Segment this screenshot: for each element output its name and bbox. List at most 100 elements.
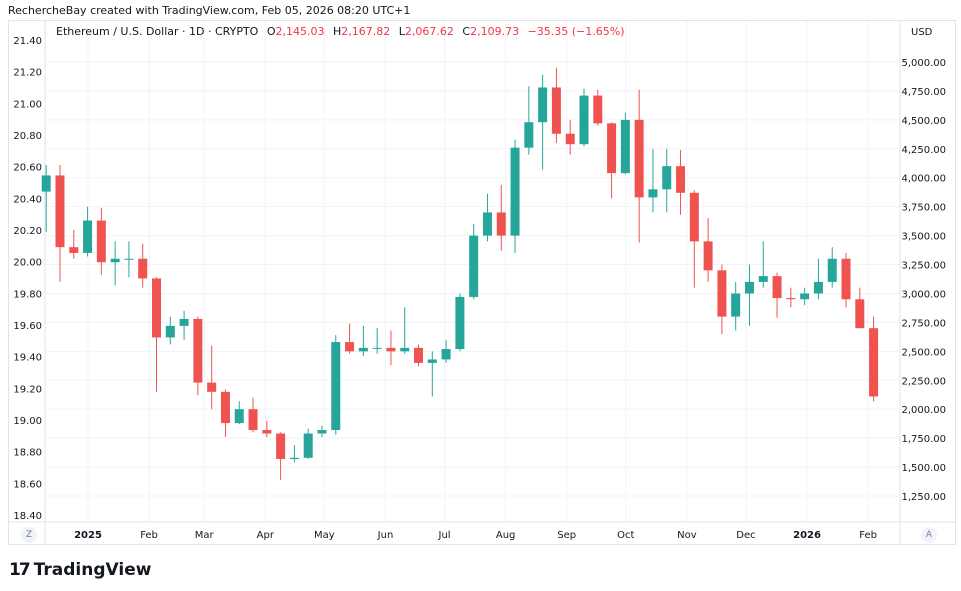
- right-axis-tick-label: 3,250.00: [901, 261, 946, 272]
- left-axis-tick-label: 18.40: [13, 511, 42, 522]
- left-axis-tick-label: 20.40: [13, 194, 42, 205]
- candle-body: [179, 318, 189, 326]
- candle-body: [358, 347, 368, 352]
- candle-body: [193, 318, 203, 383]
- auto-scale-button[interactable]: A: [921, 527, 937, 543]
- chart-caption: RechercheBay created with TradingView.co…: [8, 4, 411, 17]
- left-axis-tick-label: 19.20: [13, 384, 42, 395]
- candle-body: [441, 349, 451, 360]
- time-axis-label: Apr: [257, 530, 275, 541]
- brand-name: TradingView: [33, 560, 152, 580]
- left-axis-tick-label: 19.80: [13, 289, 42, 300]
- candle-body: [345, 342, 355, 352]
- candle-body: [400, 347, 410, 352]
- time-axis-label: Nov: [677, 530, 697, 541]
- time-axis-label: Feb: [140, 530, 158, 541]
- open-label: O: [266, 25, 276, 38]
- candle-body: [662, 166, 672, 190]
- candle-body: [386, 347, 396, 352]
- ohlc-legend: Ethereum / U.S. Dollar · 1D · CRYPTO O2,…: [56, 25, 625, 38]
- candle-body: [262, 430, 272, 434]
- right-axis-tick-label: 4,000.00: [901, 174, 946, 185]
- open-value: 2,145.03: [275, 25, 325, 38]
- candle-body: [731, 293, 741, 317]
- right-axis-tick-label: 3,000.00: [901, 289, 946, 300]
- candle-body: [869, 328, 879, 397]
- left-axis-tick-label: 20.80: [13, 131, 42, 142]
- right-axis-tick-label: 2,000.00: [901, 405, 946, 416]
- candle-body: [220, 391, 230, 424]
- time-axis-label: Feb: [859, 530, 877, 541]
- candle-body: [676, 166, 686, 193]
- low-value: 2,067.62: [404, 25, 454, 38]
- tradingview-logo-icon: 17: [9, 560, 31, 580]
- right-axis-tick-label: 4,750.00: [901, 87, 946, 98]
- candle-body: [96, 220, 106, 263]
- candle-body: [772, 276, 782, 299]
- left-axis-tick-label: 20.60: [13, 163, 42, 174]
- currency-label[interactable]: USD: [911, 27, 933, 38]
- candle-body: [634, 119, 644, 198]
- candle-body: [827, 258, 837, 282]
- candle-body: [579, 95, 589, 145]
- candle-body: [110, 258, 120, 263]
- candle-body: [524, 122, 534, 148]
- time-axis-label: May: [314, 530, 335, 541]
- right-axis-tick-label: 3,750.00: [901, 203, 946, 214]
- candle-body: [689, 192, 699, 242]
- left-axis-tick-label: 20.20: [13, 226, 42, 237]
- time-axis-label: Jul: [438, 530, 451, 541]
- left-axis-tick-label: 21.40: [13, 36, 42, 47]
- right-axis-tick-label: 1,250.00: [901, 492, 946, 503]
- candle-body: [41, 175, 51, 192]
- time-axis-label: Jun: [377, 530, 394, 541]
- chart-frame: [8, 20, 956, 545]
- candle-body: [717, 270, 727, 317]
- left-axis-tick-label: 21.00: [13, 99, 42, 110]
- high-value: 2,167.82: [341, 25, 391, 38]
- candle-body: [83, 220, 93, 253]
- candle-body: [124, 258, 134, 260]
- time-axis-label: Dec: [736, 530, 755, 541]
- candle-body: [538, 87, 548, 123]
- close-value: 2,109.73: [470, 25, 520, 38]
- left-axis-tick-label: 21.20: [13, 68, 42, 79]
- candle-body: [786, 298, 796, 300]
- candle-body: [607, 123, 617, 174]
- left-axis-tick-label: 19.60: [13, 321, 42, 332]
- candle-body: [510, 147, 520, 236]
- candle-body: [565, 133, 575, 145]
- candle-body: [469, 235, 479, 297]
- candle-body: [841, 258, 851, 300]
- right-axis-tick-label: 1,750.00: [901, 434, 946, 445]
- candle-body: [55, 175, 65, 248]
- candle-body: [138, 258, 148, 279]
- candle-body: [317, 430, 327, 434]
- right-axis-tick-label: 2,750.00: [901, 318, 946, 329]
- zoom-button[interactable]: Z: [21, 527, 37, 543]
- right-axis-tick-label: 2,250.00: [901, 376, 946, 387]
- candle-body: [331, 342, 341, 431]
- candle-body: [152, 278, 162, 338]
- time-axis-label: Oct: [617, 530, 634, 541]
- time-axis-label: Sep: [557, 530, 576, 541]
- candle-body: [248, 409, 258, 431]
- candle-body: [276, 433, 286, 459]
- candle-body: [800, 293, 810, 300]
- high-label: H: [333, 25, 342, 38]
- candle-body: [427, 359, 437, 363]
- candle-body: [496, 212, 506, 236]
- candle-body: [813, 281, 823, 294]
- right-axis-tick-label: 4,250.00: [901, 145, 946, 156]
- candle-body: [289, 457, 299, 459]
- candle-body: [69, 247, 79, 253]
- candle-body: [703, 241, 713, 271]
- time-axis-label: Aug: [496, 530, 516, 541]
- left-axis-tick-label: 20.00: [13, 258, 42, 269]
- candle-body: [455, 296, 465, 350]
- left-axis-tick-label: 19.00: [13, 416, 42, 427]
- candle-body: [758, 276, 768, 282]
- left-axis-tick-label: 18.80: [13, 448, 42, 459]
- time-axis-label: Mar: [195, 530, 215, 541]
